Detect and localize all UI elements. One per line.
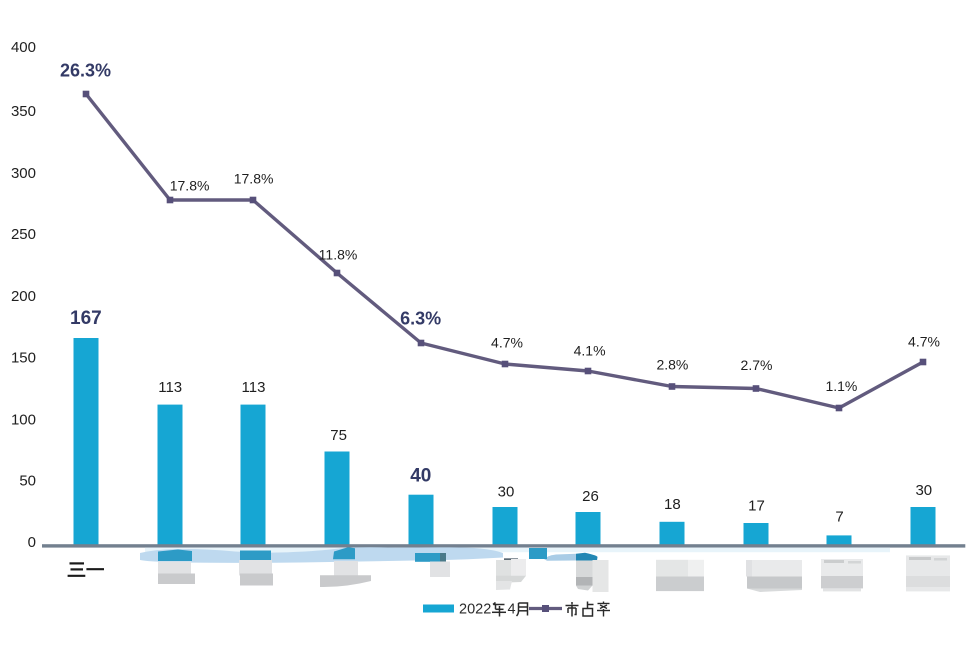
svg-text:1.1%: 1.1% bbox=[825, 378, 857, 394]
svg-text:6.3%: 6.3% bbox=[400, 309, 441, 329]
svg-text:2022: 2022 bbox=[459, 602, 491, 618]
svg-text:50: 50 bbox=[19, 473, 36, 490]
svg-text:11.8%: 11.8% bbox=[319, 247, 358, 263]
svg-text:0: 0 bbox=[28, 534, 36, 551]
svg-text:30: 30 bbox=[915, 482, 932, 499]
svg-text:17.8%: 17.8% bbox=[170, 178, 210, 194]
svg-text:26.3%: 26.3% bbox=[60, 61, 111, 81]
svg-text:400: 400 bbox=[11, 39, 36, 56]
svg-text:4.7%: 4.7% bbox=[491, 335, 523, 351]
svg-text:4.1%: 4.1% bbox=[574, 343, 606, 359]
svg-text:300: 300 bbox=[11, 165, 36, 182]
svg-text:200: 200 bbox=[11, 288, 36, 305]
svg-text:75: 75 bbox=[330, 427, 347, 444]
svg-text:4: 4 bbox=[508, 602, 516, 618]
svg-text:17.8%: 17.8% bbox=[234, 171, 274, 187]
svg-text:30: 30 bbox=[498, 483, 515, 500]
svg-text:350: 350 bbox=[11, 103, 36, 120]
svg-text:17: 17 bbox=[748, 498, 765, 515]
svg-text:7: 7 bbox=[835, 508, 843, 525]
svg-text:40: 40 bbox=[410, 466, 431, 487]
svg-text:4.7%: 4.7% bbox=[908, 334, 940, 350]
svg-text:26: 26 bbox=[582, 488, 599, 505]
svg-text:2.7%: 2.7% bbox=[741, 357, 773, 373]
svg-text:18: 18 bbox=[664, 496, 681, 513]
svg-text:100: 100 bbox=[11, 412, 36, 429]
svg-text:2.8%: 2.8% bbox=[656, 357, 688, 373]
svg-text:113: 113 bbox=[158, 379, 182, 396]
svg-text:150: 150 bbox=[11, 350, 36, 367]
svg-text:167: 167 bbox=[70, 308, 102, 329]
svg-text:113: 113 bbox=[242, 379, 266, 396]
svg-text:250: 250 bbox=[11, 226, 36, 243]
